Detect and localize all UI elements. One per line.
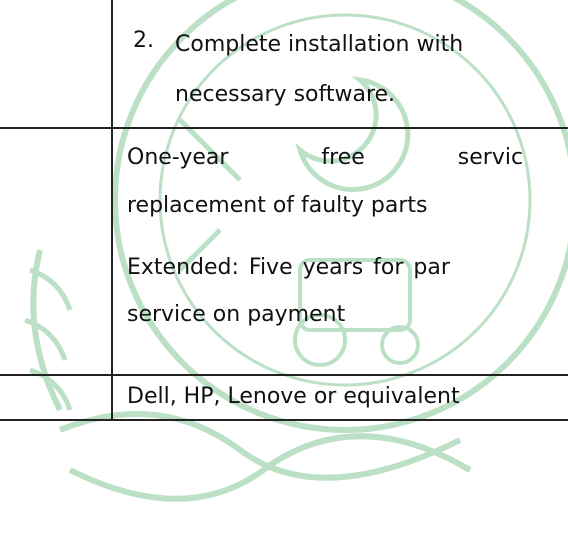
cell-text: Dell, HP, Lenove or equivalent (127, 384, 460, 409)
row-divider (0, 374, 568, 376)
list-number: 2. (133, 28, 154, 53)
cell-text: replacement of faulty parts (127, 193, 428, 218)
cell-text: service on payment (127, 302, 346, 327)
row-divider (0, 127, 568, 129)
cell-text: Extended: Five years for par (127, 255, 450, 280)
cell-text: Complete installation with (175, 32, 464, 57)
column-divider (111, 0, 113, 421)
cell-text: necessary software. (175, 82, 396, 107)
row-divider (0, 419, 568, 421)
cell-text: One-year free servic (127, 145, 524, 170)
